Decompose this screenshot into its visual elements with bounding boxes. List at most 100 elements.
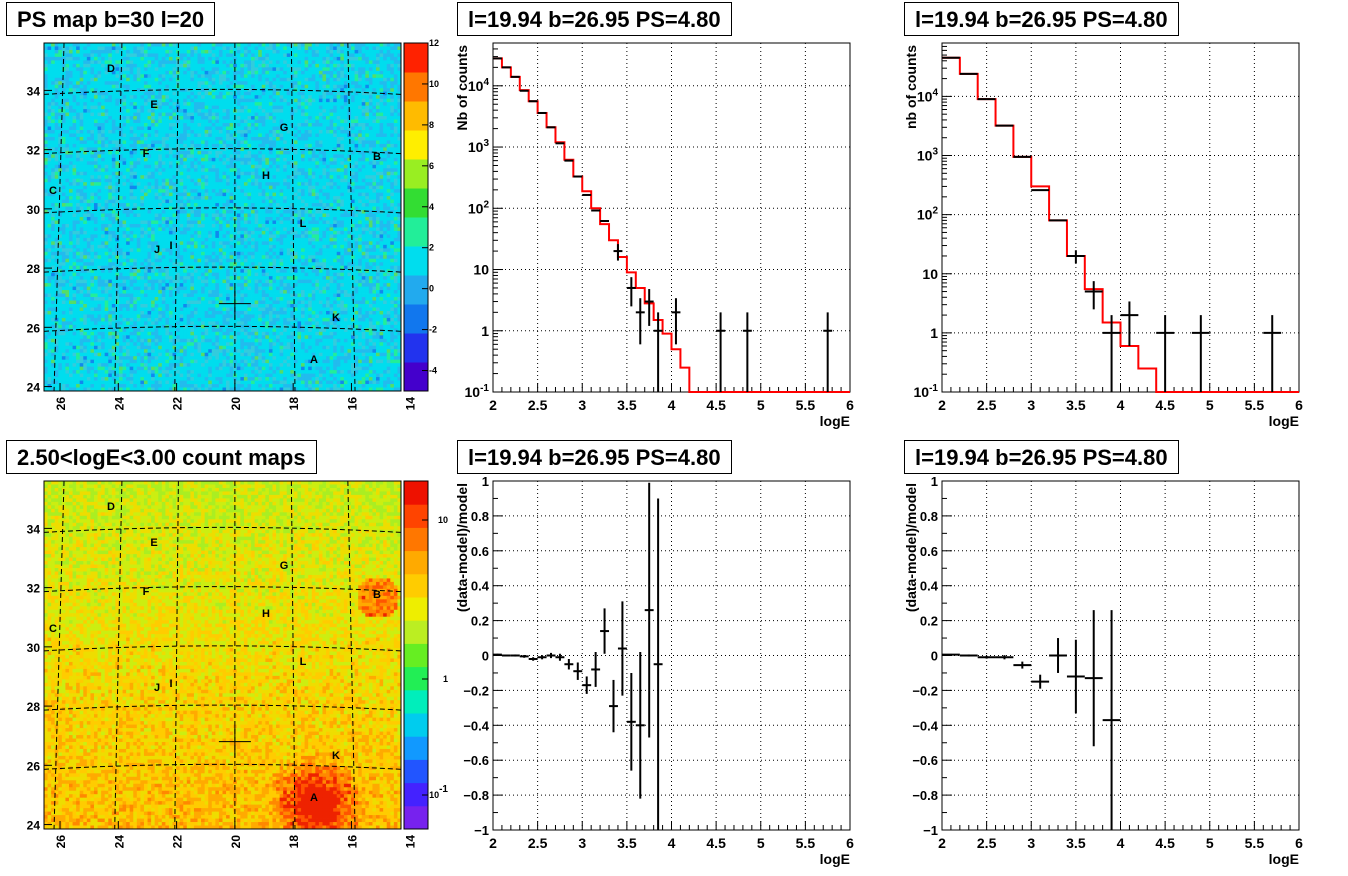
y-tick-label: 0.6 <box>920 544 938 559</box>
x-tick-label: 2 <box>938 397 946 413</box>
x-tick-label: 3.5 <box>617 835 637 851</box>
map-frame <box>43 42 402 392</box>
heatmap-cells <box>44 43 402 392</box>
x-tick-label: 5.5 <box>796 835 816 851</box>
x-tick-label: 2 <box>489 397 497 413</box>
map-frame <box>43 480 402 830</box>
data-point <box>1191 315 1210 392</box>
x-tick-label: 26 <box>54 835 68 849</box>
data-point <box>1084 610 1103 747</box>
latitude-line <box>43 148 402 155</box>
x-tick-label: 14 <box>404 397 418 411</box>
y-tick-label: 0.8 <box>471 509 489 524</box>
spectrum-title-2: l=19.94 b=26.95 PS=4.80 <box>904 2 1179 36</box>
data-point <box>635 298 645 345</box>
data-point <box>519 654 529 658</box>
x-tick-label: 18 <box>287 835 301 849</box>
colorbar-band <box>404 304 428 334</box>
colorbar-band <box>404 362 428 392</box>
x-tick-label: 6 <box>846 397 854 413</box>
longitude-line <box>114 480 123 830</box>
x-tick-label: 2.5 <box>528 397 548 413</box>
source-label-l: L <box>300 656 307 668</box>
colorbar-band <box>404 550 428 575</box>
y-tick-label: 1 <box>481 323 489 339</box>
y-tick-label: −0.8 <box>463 788 489 803</box>
x-tick-label: 5 <box>757 835 765 851</box>
longitude-line <box>290 42 296 392</box>
y-tick-label: 10 <box>473 262 489 278</box>
colorbar-tick-label: -2 <box>429 325 437 335</box>
data-point <box>537 655 547 660</box>
y-tick-label: 0.2 <box>920 614 938 629</box>
residual-panel-2: 2 2.5 3 3.5 4 4.5 5 5.5 6 −1 −0.8 −0.6 −0.4 −0.2 0 0.2 0… <box>898 438 1348 876</box>
source-label-e: E <box>150 99 157 111</box>
source-label-d: D <box>107 63 115 75</box>
longitude-line <box>290 480 296 830</box>
latitude-line <box>43 645 402 652</box>
colorbar-band <box>404 188 428 218</box>
data-point <box>995 655 1014 660</box>
x-tick-label: 2.5 <box>528 835 548 851</box>
y-axis-label: (data-model)/model <box>454 483 470 612</box>
data-point <box>671 298 681 345</box>
y-tick-label: 28 <box>27 262 41 276</box>
data-point <box>1084 281 1103 310</box>
y-tick-label: 10-1 <box>465 383 490 400</box>
data-point <box>510 654 520 657</box>
colorbar-tick-label: 10 <box>429 79 439 89</box>
y-tick-label: 104 <box>917 87 939 104</box>
colorbar-band <box>404 620 428 644</box>
y-tick-label: 0.2 <box>471 614 489 629</box>
y-tick-label: 102 <box>917 206 939 223</box>
x-tick-label: 3 <box>578 835 586 851</box>
data-point <box>742 312 752 392</box>
colorbar-band <box>404 72 428 102</box>
colorbar-band <box>404 275 428 305</box>
data-point <box>1013 661 1032 669</box>
x-tick-label: 2 <box>938 835 946 851</box>
x-tick-label: 5 <box>1206 397 1214 413</box>
source-label-g: G <box>280 122 289 134</box>
colorbar-band <box>404 782 428 807</box>
ps-map-panel: D E G F B C H L J I K A 26 24 22 20 18 16 14 24 26 28 30 32 34 12… <box>0 0 449 438</box>
x-tick-label: 22 <box>171 835 185 849</box>
x-tick-label: 3 <box>578 397 586 413</box>
residual-title-1: l=19.94 b=26.95 PS=4.80 <box>457 440 732 474</box>
y-tick-label: 10 <box>922 266 938 282</box>
colorbar-frame <box>403 480 429 830</box>
colorbar-band <box>404 481 428 505</box>
longitude-line <box>174 480 179 830</box>
y-tick-label: 24 <box>27 819 41 833</box>
y-tick-label: 28 <box>27 700 41 714</box>
y-tick-label: 103 <box>917 147 939 164</box>
y-tick-label: 102 <box>468 199 490 216</box>
counts-spectrum-svg-2: 2 2.5 3 3.5 4 4.5 5 5.5 6 10-1 1 10 102 103 104 logE nb … <box>903 42 1303 429</box>
residual-svg-2: 2 2.5 3 3.5 4 4.5 5 5.5 6 −1 −0.8 −0.6 −0.4 −0.2 0 0.2 0… <box>903 474 1303 867</box>
source-label-h: H <box>262 170 270 182</box>
longitude-line <box>53 42 65 392</box>
colorbar-band <box>404 805 428 830</box>
colorbar-band <box>404 43 428 73</box>
x-tick-label: 6 <box>1295 397 1303 413</box>
latitude-line <box>43 526 402 533</box>
source-label-c: C <box>49 185 57 197</box>
data-point <box>823 312 833 392</box>
data-point <box>1049 638 1067 673</box>
latitude-line <box>43 88 402 95</box>
x-tick-label: 4.5 <box>706 397 726 413</box>
source-label-f: F <box>143 148 150 160</box>
source-label-i: I <box>169 678 172 690</box>
data-point <box>1156 315 1175 392</box>
y-tick-label: 0 <box>482 649 489 664</box>
y-tick-label: 1 <box>930 325 938 341</box>
data-point <box>564 658 574 670</box>
colorbar-tick-label: -4 <box>429 366 437 376</box>
colorbar-band <box>404 666 428 691</box>
source-label-g: G <box>280 560 289 572</box>
x-tick-label: 22 <box>171 397 185 411</box>
count-map-panel: D E G F B C H L J I K A 26 24 22 20 18 16 14 24 26 28 30 32 34 10… <box>0 438 449 876</box>
y-tick-label: −0.8 <box>912 788 938 803</box>
data-point <box>653 498 663 830</box>
